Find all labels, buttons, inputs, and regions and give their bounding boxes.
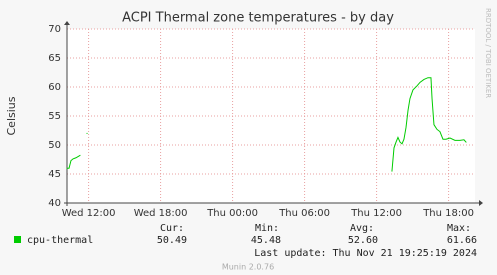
stat-value: 52.60 bbox=[348, 235, 378, 246]
stat-label: Avg: bbox=[350, 223, 374, 234]
x-tick-label: Thu 18:00 bbox=[422, 208, 474, 219]
y-tick-label: 45 bbox=[48, 169, 61, 180]
watermark: RRDTOOL / TOBI OETIKER bbox=[484, 8, 492, 98]
x-axis-arrow bbox=[479, 200, 483, 206]
x-tick-label: Thu 00:00 bbox=[206, 208, 258, 219]
x-tick-label: Thu 06:00 bbox=[278, 208, 330, 219]
x-tick-label: Thu 12:00 bbox=[350, 208, 402, 219]
stat-label: Cur: bbox=[160, 223, 184, 234]
y-tick-label: 55 bbox=[48, 111, 61, 122]
y-axis-arrow bbox=[64, 21, 70, 25]
y-tick-label: 70 bbox=[48, 24, 61, 35]
legend-label: cpu-thermal bbox=[27, 235, 93, 246]
y-tick-label: 60 bbox=[48, 82, 61, 93]
line-series bbox=[391, 77, 467, 172]
chart-title: ACPI Thermal zone temperatures - by day bbox=[122, 11, 394, 26]
stat-label: Min: bbox=[255, 223, 279, 234]
stat-value: 61.66 bbox=[447, 235, 477, 246]
x-tick-label: Wed 18:00 bbox=[134, 208, 188, 219]
y-tick-label: 40 bbox=[48, 198, 61, 209]
y-axis-label: Celsius bbox=[5, 96, 18, 135]
stat-value: 45.48 bbox=[251, 235, 281, 246]
last-update: Last update: Thu Nov 21 19:25:19 2024 bbox=[254, 248, 477, 259]
stat-value: 50.49 bbox=[157, 235, 187, 246]
y-tick-label: 65 bbox=[48, 53, 61, 64]
legend-swatch bbox=[14, 236, 21, 243]
line-series bbox=[66, 154, 81, 169]
y-tick-label: 50 bbox=[48, 140, 61, 151]
x-tick-label: Wed 12:00 bbox=[62, 208, 116, 219]
footer: Munin 2.0.76 bbox=[222, 263, 274, 272]
stat-label: Max: bbox=[447, 223, 471, 234]
